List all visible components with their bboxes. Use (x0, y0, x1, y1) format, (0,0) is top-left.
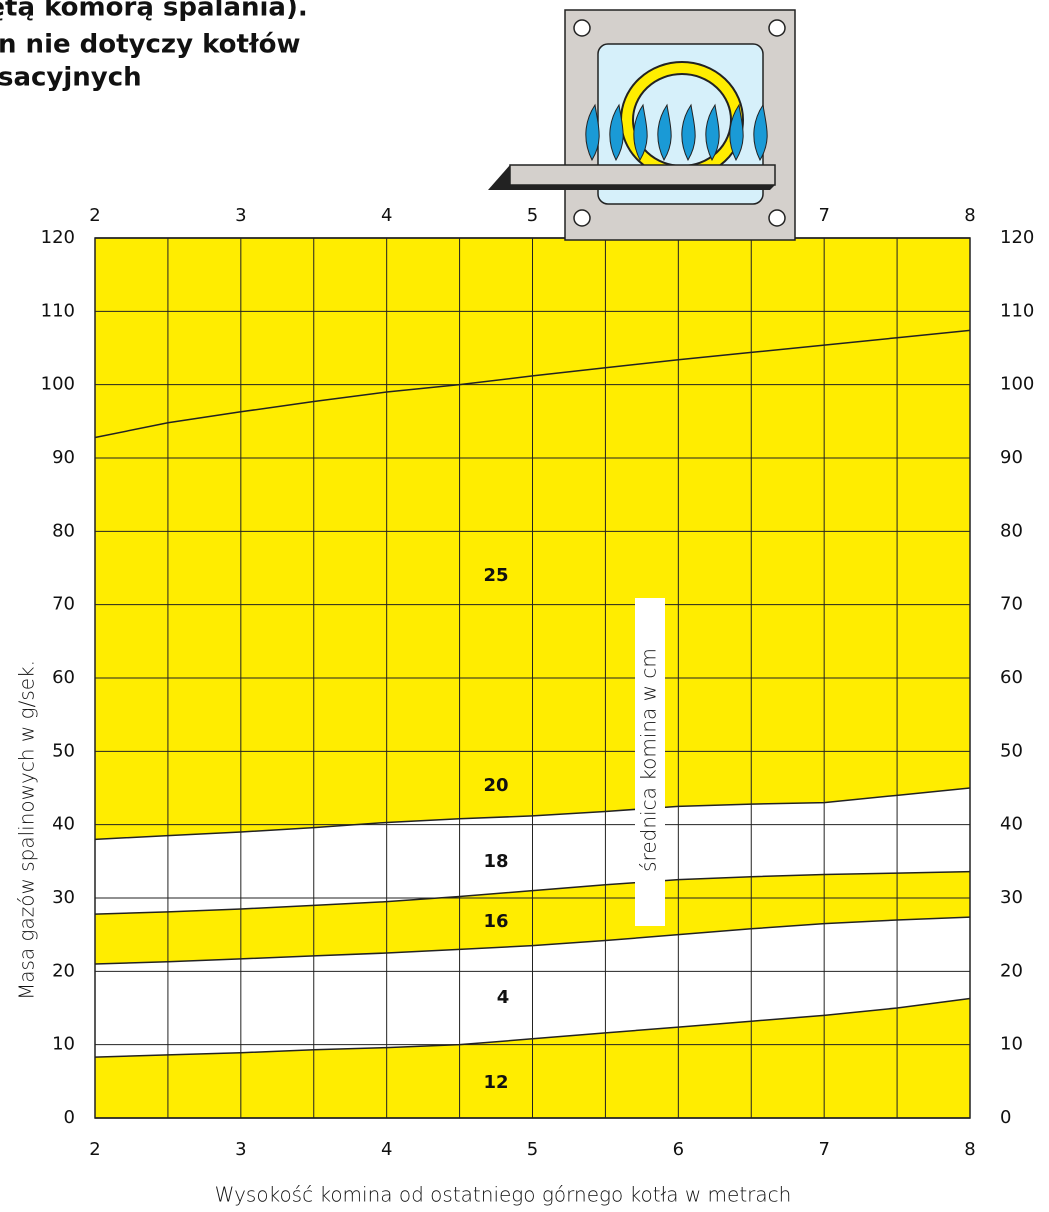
x-tick-label: 6 (673, 1139, 684, 1160)
band-label: 18 (483, 851, 508, 872)
x-axis-label: Wysokość komina od ostatniego górnego ko… (215, 1183, 792, 1207)
x2-tick-label: 8 (964, 205, 975, 226)
y2-tick-label: 90 (1000, 447, 1023, 468)
y-tick-label: 110 (41, 300, 75, 321)
y2-tick-label: 40 (1000, 814, 1023, 835)
band-label: 16 (483, 911, 508, 932)
y-tick-label: 120 (41, 227, 75, 248)
y-tick-label: 50 (52, 740, 75, 761)
y-tick-label: 10 (52, 1034, 75, 1055)
y2-tick-label: 0 (1000, 1107, 1011, 1128)
y2-tick-label: 60 (1000, 667, 1023, 688)
x-tick-label: 7 (818, 1139, 829, 1160)
y-tick-label: 40 (52, 814, 75, 835)
band-label: 4 (497, 987, 510, 1008)
title-line: niętą komorą spalania). (0, 0, 308, 23)
y-tick-label: 0 (64, 1107, 75, 1128)
y2-tick-label: 70 (1000, 594, 1023, 615)
y-tick-label: 30 (52, 887, 75, 908)
band-axis-label: średnica komina w cm (637, 648, 661, 872)
y2-tick-label: 100 (1000, 374, 1034, 395)
x-tick-label: 4 (381, 1139, 392, 1160)
x2-tick-label: 3 (235, 205, 246, 226)
x-tick-label: 3 (235, 1139, 246, 1160)
y-tick-label: 100 (41, 374, 75, 395)
y-tick-label: 20 (52, 960, 75, 981)
y-axis-label: Masa gazów spalinowych w g/sek. (15, 660, 39, 1000)
band-label: 20 (483, 775, 508, 796)
y-tick-label: 70 (52, 594, 75, 615)
x-tick-label: 5 (527, 1139, 538, 1160)
y2-tick-label: 30 (1000, 887, 1023, 908)
y-tick-label: 60 (52, 667, 75, 688)
y-tick-label: 80 (52, 520, 75, 541)
band-label: 25 (483, 565, 508, 586)
x2-tick-label: 4 (381, 205, 392, 226)
y-tick-label: 90 (52, 447, 75, 468)
chart: niętą komorą spalania). n nie dotyczy ko… (0, 0, 1049, 1212)
x2-tick-label: 7 (818, 205, 829, 226)
y2-tick-label: 110 (1000, 300, 1034, 321)
x2-tick-label: 2 (89, 205, 100, 226)
y2-tick-label: 120 (1000, 227, 1034, 248)
x-tick-label: 8 (964, 1139, 975, 1160)
y2-tick-label: 10 (1000, 1034, 1023, 1055)
x-tick-label: 2 (89, 1139, 100, 1160)
y2-tick-label: 50 (1000, 740, 1023, 761)
x2-tick-label: 5 (527, 205, 538, 226)
title-line: sacyjnych (0, 63, 142, 93)
band-label: 12 (483, 1072, 508, 1093)
y2-tick-label: 80 (1000, 520, 1023, 541)
title-line: n nie dotyczy kotłów (0, 30, 300, 60)
y2-tick-label: 20 (1000, 960, 1023, 981)
